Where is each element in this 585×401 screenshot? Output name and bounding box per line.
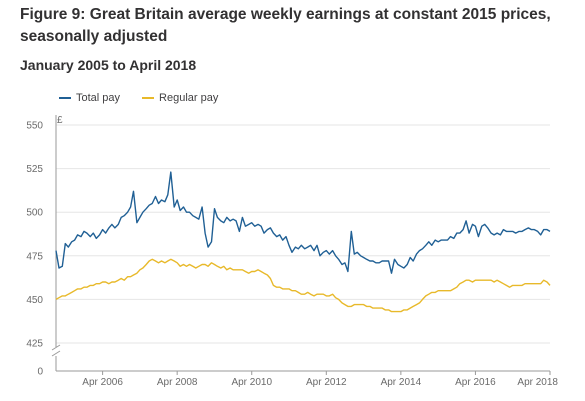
axis-break-marker — [51, 344, 61, 357]
x-tick-label: Apr 2014 — [381, 377, 422, 388]
legend-label-total-pay: Total pay — [76, 92, 121, 104]
x-tick-label: Apr 2012 — [306, 377, 347, 388]
legend-swatch-total-pay — [59, 97, 71, 99]
legend-item-total-pay: Total pay — [59, 92, 120, 104]
legend-swatch-regular-pay — [142, 97, 155, 99]
chart-title: Figure 9: Great Britain average weekly e… — [20, 6, 551, 45]
x-tick-label: Apr 2018 — [517, 377, 558, 388]
y-tick-label: 0 — [37, 367, 43, 378]
y-tick-label: 525 — [26, 164, 43, 175]
y-tick-label: 425 — [26, 339, 43, 350]
y-tick-label: 550 — [26, 121, 43, 132]
x-tick-label: Apr 2006 — [82, 377, 123, 388]
x-tick-label: Apr 2016 — [455, 377, 496, 388]
chart-legend: Total pay Regular pay — [59, 92, 240, 104]
series-line-regular-pay — [55, 258, 551, 313]
legend-label-regular-pay: Regular pay — [159, 92, 219, 104]
x-tick-label: Apr 2008 — [157, 377, 198, 388]
chart-subtitle: January 2005 to April 2018 — [20, 57, 197, 73]
y-tick-label: 500 — [26, 208, 43, 219]
series-line-total-pay — [55, 171, 551, 274]
y-tick-label: 475 — [26, 251, 43, 262]
x-tick-label: Apr 2010 — [231, 377, 272, 388]
legend-item-regular-pay: Regular pay — [142, 92, 218, 104]
y-unit-label: £ — [57, 115, 63, 126]
y-tick-label: 450 — [26, 295, 43, 306]
